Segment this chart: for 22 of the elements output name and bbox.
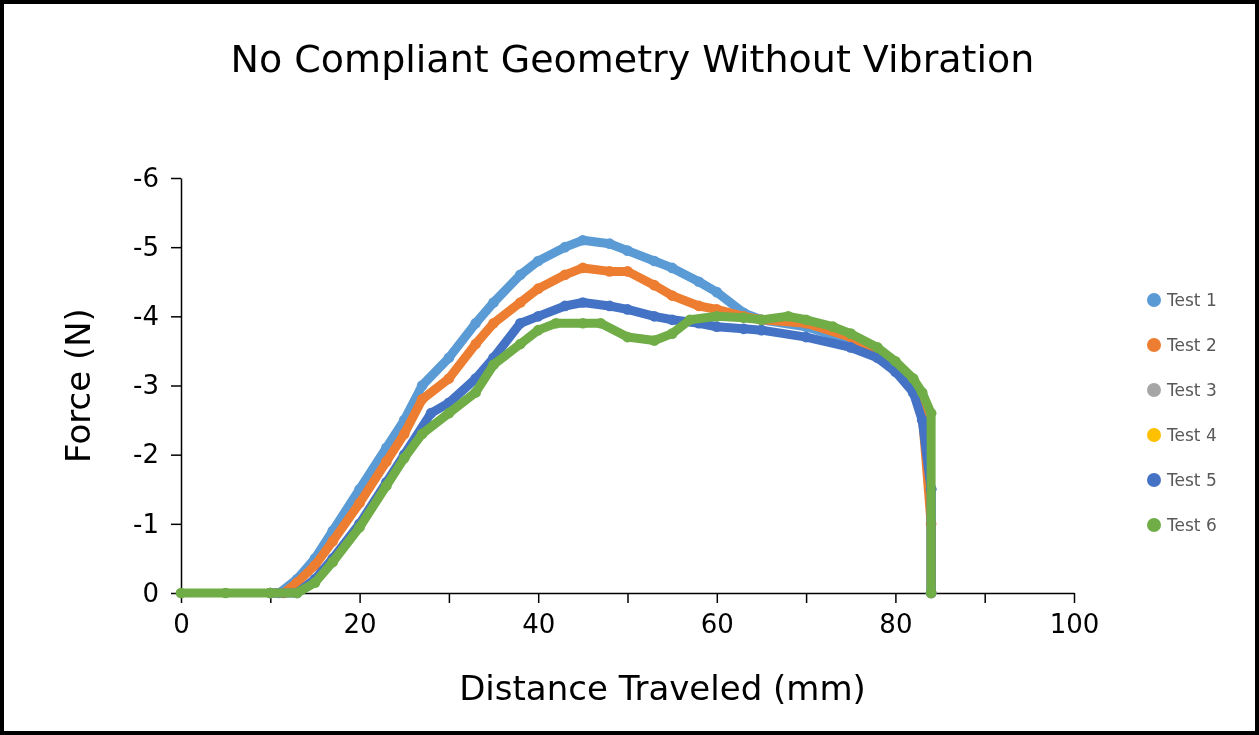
x-tick-label: 80 xyxy=(879,609,913,640)
chart-title: No Compliant Geometry Without Vibration xyxy=(230,37,1035,81)
x-axis-title: Distance Traveled (mm) xyxy=(459,668,866,708)
x-tick-label: 40 xyxy=(522,609,556,640)
x-tick-label: 60 xyxy=(700,609,734,640)
y-tick-label: -4 xyxy=(133,301,159,332)
y-axis-title: Force (N) xyxy=(58,308,98,463)
x-tick-label: 0 xyxy=(173,609,190,640)
y-tick-label: -6 xyxy=(133,162,159,193)
y-tick-label: -5 xyxy=(133,231,159,262)
x-tick-label: 100 xyxy=(1049,609,1100,640)
legend-label: Test 4 xyxy=(1166,425,1217,445)
y-tick-label: -3 xyxy=(133,370,159,401)
legend-label: Test 2 xyxy=(1166,335,1217,355)
legend-label: Test 5 xyxy=(1166,470,1217,490)
x-tick-label: 20 xyxy=(343,609,377,640)
y-tick-label: -2 xyxy=(133,439,159,470)
y-tick-label: 0 xyxy=(142,577,159,608)
y-tick-label: -1 xyxy=(133,508,159,539)
legend-label: Test 3 xyxy=(1166,380,1217,400)
legend-label: Test 1 xyxy=(1166,290,1217,310)
legend-label: Test 6 xyxy=(1166,515,1217,535)
